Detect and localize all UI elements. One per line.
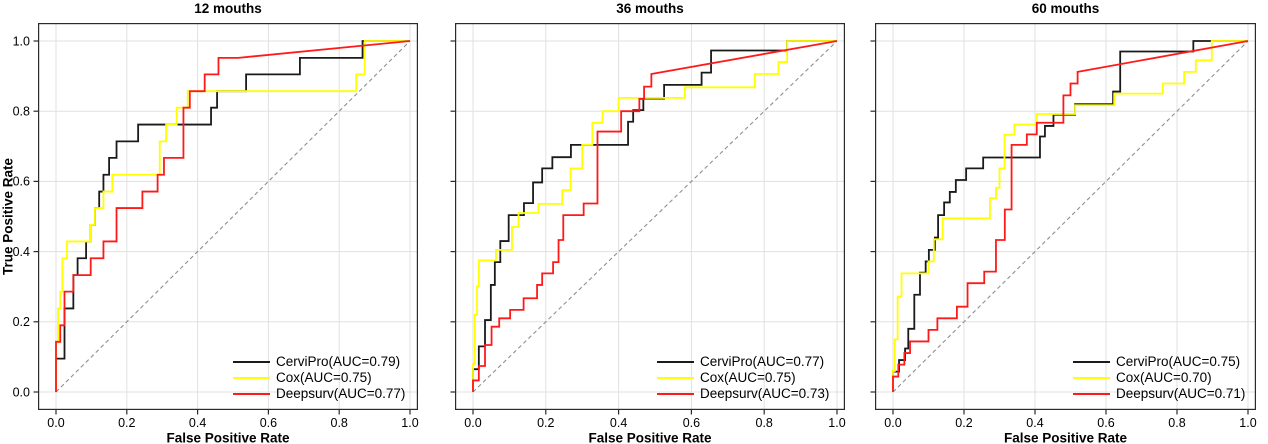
panel-title-36-months: 36 mouths bbox=[616, 1, 684, 16]
legend-item-cervipro: CerviPro(AUC=0.79) bbox=[233, 354, 405, 370]
deepsurv-line-swatch bbox=[657, 393, 694, 395]
x-tick-label: 0.0 bbox=[884, 416, 901, 430]
x-tick-label: 0.0 bbox=[47, 416, 64, 430]
x-axis-label: False Positive Rate bbox=[166, 431, 290, 444]
chance-diagonal-line bbox=[892, 40, 1249, 393]
roc-plot-60-months: 0.0 0.2 0.4 0.6 0.8 1.0 False Positive Rate bbox=[870, 23, 1257, 444]
x-tick-label: 1.0 bbox=[828, 416, 845, 430]
x-tick-label: 0.4 bbox=[610, 416, 627, 430]
x-tick-label: 1.0 bbox=[401, 416, 418, 430]
x-tick-label: 0.2 bbox=[537, 416, 554, 430]
cervipro-line-swatch bbox=[233, 361, 270, 363]
legend-item-cervipro: CerviPro(AUC=0.75) bbox=[1073, 354, 1245, 370]
legend-label: Cox(AUC=0.75) bbox=[700, 370, 796, 385]
chance-diagonal-line bbox=[472, 40, 838, 393]
y-tick-label: 0.8 bbox=[13, 105, 30, 119]
y-tick-label: 0.2 bbox=[13, 315, 30, 329]
x-tick-label: 0.8 bbox=[331, 416, 348, 430]
chance-diagonal-line bbox=[55, 40, 411, 393]
legend-label: CerviPro(AUC=0.79) bbox=[276, 354, 401, 369]
legend-item-deepsurv: Deepsurv(AUC=0.77) bbox=[233, 386, 405, 402]
x-tick-label: 0.4 bbox=[1026, 416, 1043, 430]
x-axis-label: False Positive Rate bbox=[1004, 431, 1128, 444]
x-tick-label: 0.2 bbox=[118, 416, 135, 430]
legend-label: Cox(AUC=0.75) bbox=[276, 370, 372, 385]
x-axis-label: False Positive Rate bbox=[588, 431, 712, 444]
x-tick-label: 1.0 bbox=[1239, 416, 1256, 430]
legend-60-months: CerviPro(AUC=0.75) Cox(AUC=0.70) Deepsur… bbox=[1073, 354, 1245, 402]
legend-label: Deepsurv(AUC=0.77) bbox=[276, 386, 406, 401]
cox-line-swatch bbox=[657, 377, 694, 379]
deepsurv-line-swatch bbox=[1073, 393, 1110, 395]
x-tick-label: 0.8 bbox=[1168, 416, 1185, 430]
legend-label: Deepsurv(AUC=0.73) bbox=[700, 386, 830, 401]
roc-curve-deepsurv bbox=[472, 40, 838, 392]
panel-title-12-months: 12 mouths bbox=[194, 1, 262, 16]
x-tick-label: 0.6 bbox=[1097, 416, 1114, 430]
legend-item-cox: Cox(AUC=0.70) bbox=[1073, 370, 1245, 386]
roc-plot-36-months: 0.0 0.2 0.4 0.6 0.8 1.0 False Positive Rate bbox=[450, 23, 846, 444]
roc-curve-cox bbox=[892, 40, 1248, 392]
legend-label: Deepsurv(AUC=0.71) bbox=[1116, 386, 1246, 401]
legend-item-deepsurv: Deepsurv(AUC=0.71) bbox=[1073, 386, 1245, 402]
legend-label: CerviPro(AUC=0.75) bbox=[1116, 354, 1241, 369]
cervipro-line-swatch bbox=[1073, 361, 1110, 363]
panel-title-60-months: 60 mouths bbox=[1031, 1, 1100, 16]
legend-item-cox: Cox(AUC=0.75) bbox=[233, 370, 405, 386]
legend-item-cervipro: CerviPro(AUC=0.77) bbox=[657, 354, 829, 370]
x-tick-label: 0.2 bbox=[955, 416, 972, 430]
roc-plot-12-months: 0.0 0.0 0.2 0.2 0.4 0.4 0.6 0.6 0.8 0.8 1.0 1.0 Fals… bbox=[13, 23, 419, 444]
y-tick-label: 0.6 bbox=[13, 175, 30, 189]
legend-item-cox: Cox(AUC=0.75) bbox=[657, 370, 829, 386]
legend-12-months: CerviPro(AUC=0.79) Cox(AUC=0.75) Deepsur… bbox=[233, 354, 405, 402]
legend-label: CerviPro(AUC=0.77) bbox=[700, 354, 825, 369]
legend-36-months: CerviPro(AUC=0.77) Cox(AUC=0.75) Deepsur… bbox=[657, 354, 829, 402]
roc-curve-cox bbox=[55, 40, 410, 392]
legend-item-deepsurv: Deepsurv(AUC=0.73) bbox=[657, 386, 829, 402]
roc-curve-cox bbox=[472, 40, 837, 392]
x-tick-label: 0.8 bbox=[756, 416, 773, 430]
y-tick-label: 1.0 bbox=[13, 34, 30, 48]
x-tick-label: 0.6 bbox=[260, 416, 277, 430]
y-tick-label: 0.4 bbox=[13, 245, 30, 259]
cox-line-swatch bbox=[1073, 377, 1110, 379]
x-tick-label: 0.6 bbox=[683, 416, 700, 430]
y-tick-label: 0.0 bbox=[13, 385, 30, 399]
roc-curve-deepsurv bbox=[55, 40, 411, 392]
roc-curve-cervipro bbox=[472, 40, 837, 392]
x-tick-label: 0.4 bbox=[189, 416, 206, 430]
cox-line-swatch bbox=[233, 377, 270, 379]
x-tick-label: 0.0 bbox=[464, 416, 481, 430]
roc-curve-deepsurv bbox=[892, 40, 1249, 392]
deepsurv-line-swatch bbox=[233, 393, 270, 395]
legend-label: Cox(AUC=0.70) bbox=[1116, 370, 1212, 385]
cervipro-line-swatch bbox=[657, 361, 694, 363]
